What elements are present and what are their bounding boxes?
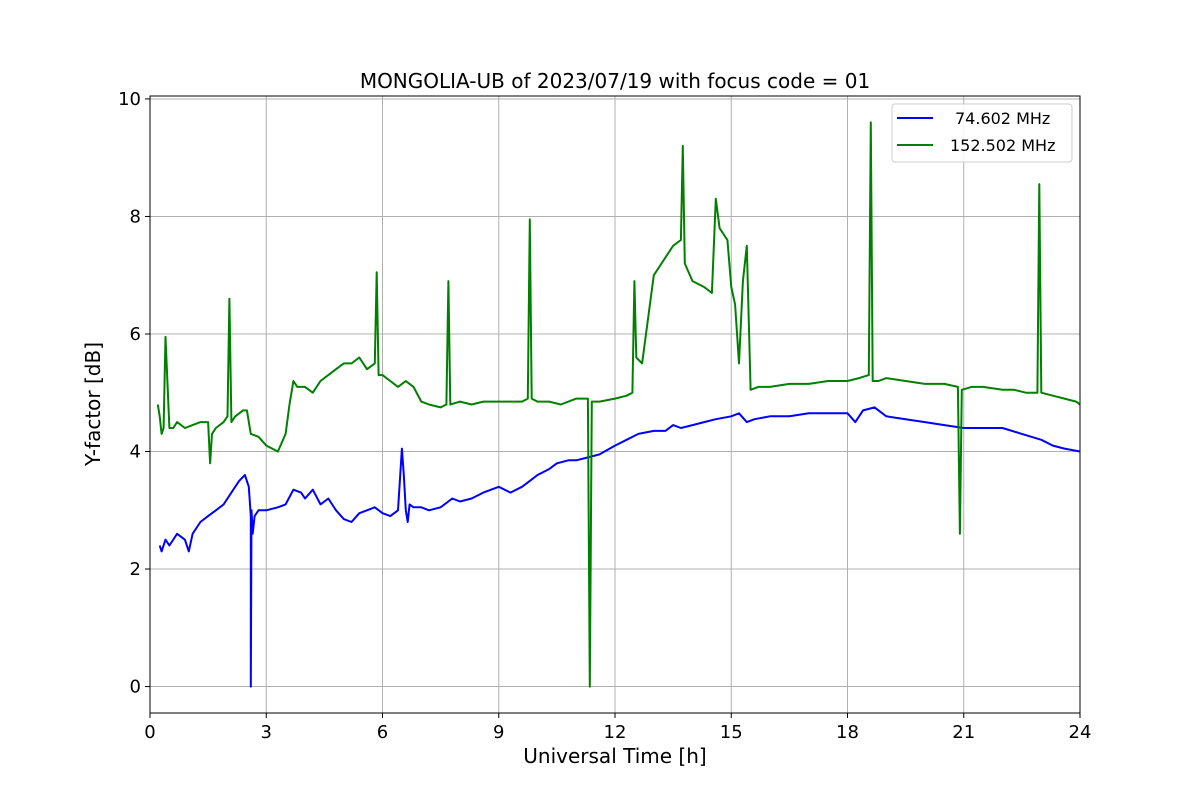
grid bbox=[150, 96, 1080, 713]
x-tick-label: 12 bbox=[604, 722, 627, 743]
x-tick-label: 24 bbox=[1069, 722, 1092, 743]
legend-label-152mhz: 152.502 MHz bbox=[950, 136, 1055, 155]
series-line-152mhz bbox=[156, 121, 1080, 688]
y-tick-label: 2 bbox=[130, 559, 141, 580]
x-axis-label: Universal Time [h] bbox=[523, 744, 706, 768]
legend-label-74mhz: 74.602 MHz bbox=[955, 109, 1050, 128]
x-tick-label: 6 bbox=[377, 722, 388, 743]
x-tick-label: 3 bbox=[261, 722, 272, 743]
y-tick-label: 4 bbox=[130, 442, 141, 463]
legend-box bbox=[891, 103, 1073, 163]
y-tick-label: 10 bbox=[118, 89, 141, 110]
x-tick-label: 15 bbox=[720, 722, 743, 743]
chart-title: MONGOLIA-UB of 2023/07/19 with focus cod… bbox=[360, 69, 870, 93]
y-tick-label: 8 bbox=[130, 206, 141, 227]
series-layer bbox=[156, 121, 1080, 688]
x-tick-label: 0 bbox=[144, 722, 155, 743]
x-tick-label: 18 bbox=[836, 722, 859, 743]
x-tick-label: 9 bbox=[493, 722, 504, 743]
series-line-74mhz bbox=[158, 406, 1080, 688]
y-tick-label: 0 bbox=[130, 677, 141, 698]
y-axis-label: Y-factor [dB] bbox=[81, 342, 105, 467]
y-tick-label: 6 bbox=[130, 324, 141, 345]
x-tick-label: 21 bbox=[952, 722, 975, 743]
legend: 74.602 MHz 152.502 MHz bbox=[891, 103, 1073, 163]
